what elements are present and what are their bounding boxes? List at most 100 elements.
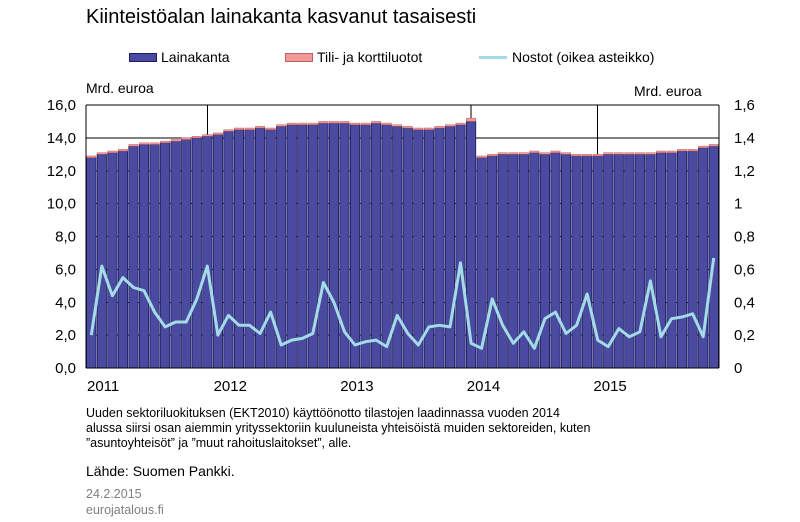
bar-tili (392, 124, 403, 127)
bar-tili (381, 122, 392, 125)
bar-tili (529, 150, 540, 153)
bar-lainakanta (666, 152, 677, 369)
bar-lainakanta (603, 153, 614, 369)
bar-tili (550, 150, 561, 153)
left-tick-label: 6,0 (55, 261, 76, 278)
right-tick-label: 1 (734, 196, 742, 213)
left-tick-label: 2,0 (55, 327, 76, 344)
bar-tili (244, 127, 255, 130)
bar-tili (423, 127, 434, 130)
x-tick-label: 2012 (214, 378, 247, 395)
bar-lainakanta (381, 124, 392, 369)
left-axis-unit: Mrd. euroa (86, 80, 154, 96)
legend-swatch-tili (285, 52, 313, 62)
bar-tili (656, 150, 666, 153)
bar-tili (350, 122, 360, 125)
left-tick-label: 0,0 (55, 360, 76, 377)
bar-tili (255, 126, 265, 129)
bar-tili (687, 149, 698, 152)
left-tick-label: 10,0 (47, 196, 76, 213)
bar-lainakanta (413, 129, 424, 369)
bar-lainakanta (318, 122, 329, 369)
legend-swatch-nostot (479, 55, 507, 59)
bar-tili (234, 127, 244, 130)
legend-label-nostot: Nostot (oikea asteikko) (512, 49, 655, 65)
bar-lainakanta (571, 155, 582, 369)
bar-tili (307, 122, 318, 125)
bar-lainakanta (170, 140, 181, 369)
left-tick-label: 8,0 (55, 229, 76, 246)
bar-tili (508, 152, 519, 155)
bar-tili (677, 149, 688, 152)
bar-lainakanta (86, 157, 97, 369)
bar-lainakanta (582, 155, 593, 369)
bar-lainakanta (191, 137, 202, 369)
bar-lainakanta (455, 124, 466, 369)
right-tick-label: 1,4 (734, 130, 755, 147)
left-tick-label: 12,0 (47, 163, 76, 180)
bar-lainakanta (392, 125, 403, 369)
bar-tili (160, 140, 171, 144)
bar-tili (318, 121, 329, 124)
bar-lainakanta (149, 144, 160, 369)
legend: Lainakanta Tili- ja korttiluotot Nostot … (0, 49, 800, 69)
bar-tili (286, 122, 297, 125)
footnote-line: ”asuntoyhteisöt” ja ”muut rahoituslaitok… (86, 436, 352, 450)
bar-lainakanta (265, 129, 276, 369)
footnote: Uuden sektoriluokituksen (EKT2010) käytt… (86, 406, 746, 451)
bar-lainakanta (687, 150, 698, 369)
right-tick-label: 0,6 (734, 261, 755, 278)
bar-lainakanta (634, 153, 645, 369)
bar-tili (128, 144, 139, 147)
bar-lainakanta (677, 150, 688, 369)
bar-lainakanta (487, 155, 498, 369)
right-tick-label: 0 (734, 360, 742, 377)
bar-tili (118, 149, 128, 152)
bar-tili (645, 152, 656, 155)
right-tick-label: 1,2 (734, 163, 755, 180)
bar-lainakanta (328, 122, 340, 369)
left-tick-label: 14,0 (47, 130, 76, 147)
bar-tili (107, 150, 118, 153)
bar-lainakanta (560, 153, 572, 369)
bar-tili (445, 124, 455, 127)
bar-tili (339, 121, 350, 124)
bar-tili (223, 129, 234, 132)
legend-item-lainakanta: Lainakanta (129, 49, 230, 65)
bar-tili (149, 142, 160, 145)
footnote-line: Uuden sektoriluokituksen (EKT2010) käytt… (86, 406, 560, 420)
legend-label-tili: Tili- ja korttiluotot (317, 49, 423, 65)
bar-tili (561, 152, 571, 155)
bar-tili (708, 144, 719, 147)
bar-lainakanta (233, 129, 245, 369)
right-tick-label: 1,6 (734, 97, 755, 114)
bar-tili (329, 121, 339, 124)
x-tick-label: 2014 (467, 378, 500, 395)
x-tick-label: 2011 (87, 378, 119, 395)
bar-tili (402, 126, 413, 129)
bar-tili (582, 154, 593, 157)
legend-label-lainakanta: Lainakanta (161, 49, 230, 65)
footnote-line: alussa siirsi osan aiemmin yrityssektori… (86, 421, 591, 435)
bar-lainakanta (465, 121, 477, 369)
bar-tili (666, 150, 677, 153)
bar-lainakanta (539, 153, 551, 369)
bar-lainakanta (360, 124, 371, 369)
bar-tili (634, 152, 645, 155)
chart-title: Kiinteistöalan lainakanta kasvanut tasai… (86, 6, 477, 28)
bar-lainakanta (181, 139, 192, 369)
bar-tili (613, 152, 624, 155)
site-name: eurojatalous.fi (86, 503, 164, 517)
right-axis-unit: Mrd. euroa (634, 83, 702, 99)
bar-tili (139, 142, 149, 145)
bar-tili (212, 132, 223, 135)
bar-lainakanta (117, 150, 129, 369)
publish-date: 24.2.2015 (86, 487, 142, 501)
bar-tili (624, 152, 635, 155)
bar-tili (476, 155, 487, 158)
bar-lainakanta (645, 153, 656, 369)
bar-lainakanta (497, 153, 508, 369)
bar-tili (86, 155, 97, 158)
bar-tili (592, 154, 603, 157)
bar-lainakanta (444, 125, 456, 369)
